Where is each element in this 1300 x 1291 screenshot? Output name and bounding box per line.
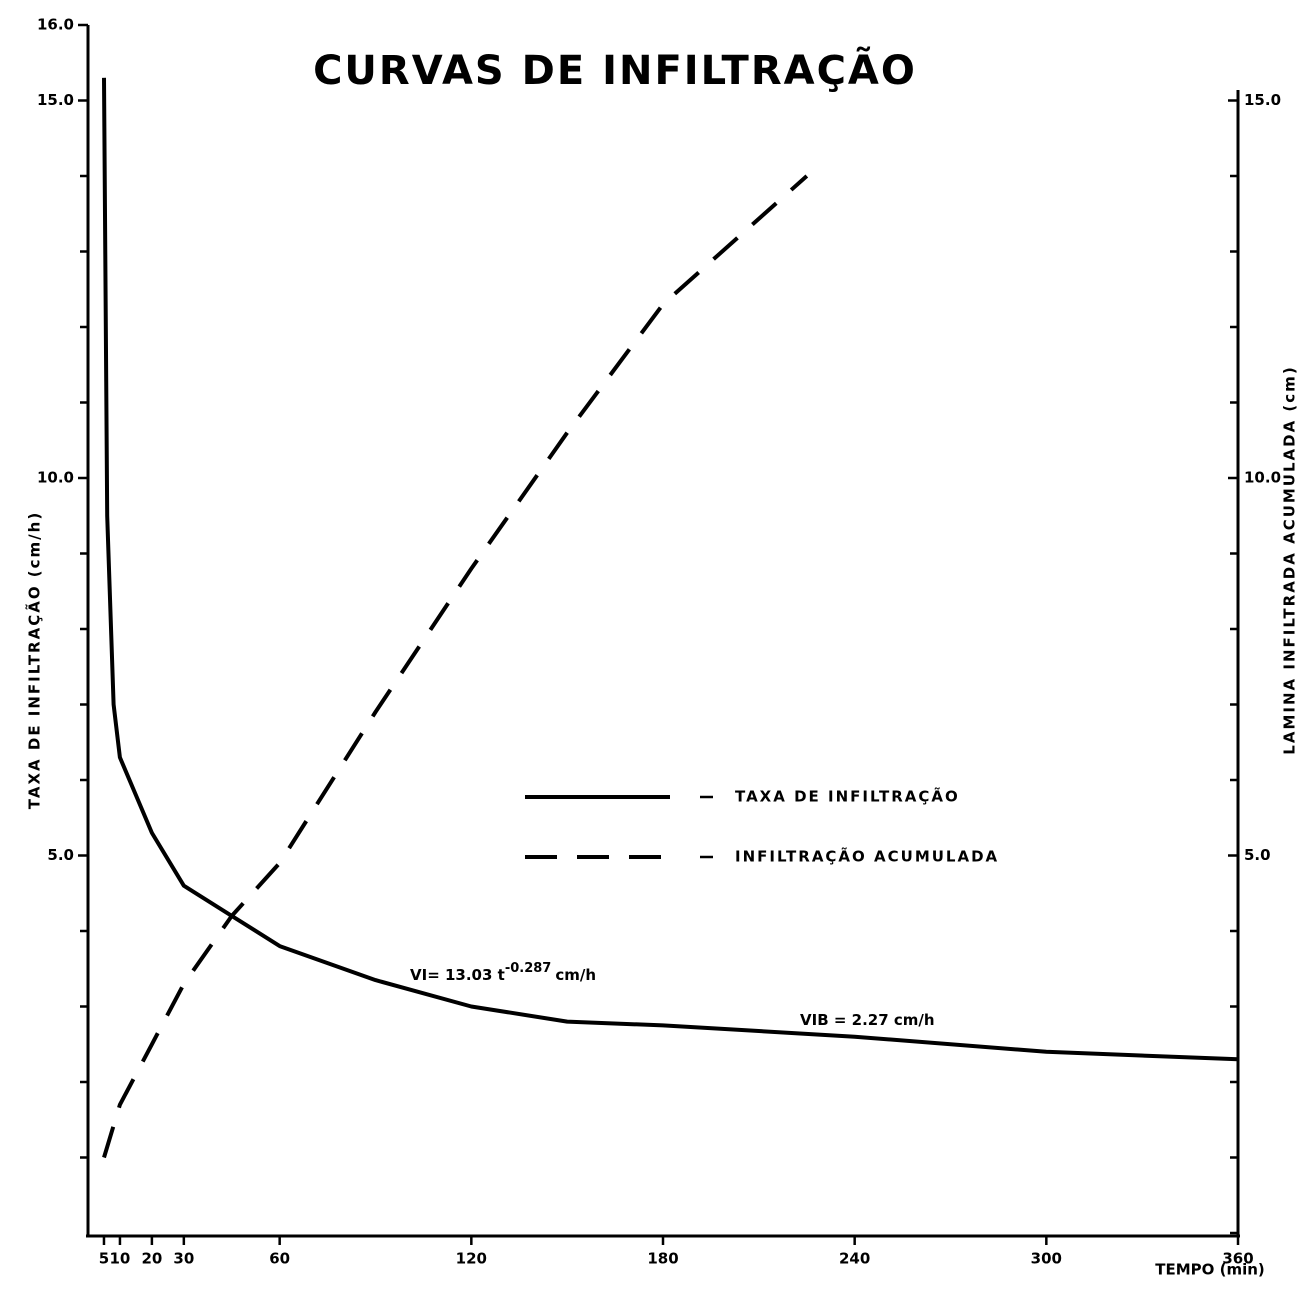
x-tick-label: 240 xyxy=(839,1250,870,1268)
series-line xyxy=(102,174,809,1159)
x-tick-label: 60 xyxy=(269,1250,290,1268)
y-axis-label: TAXA DE INFILTRAÇÃO (cm/h) xyxy=(25,511,44,809)
series-line xyxy=(102,77,1239,1062)
y2-tick-label: 15.0 xyxy=(1244,91,1281,109)
x-tick-label: 5 xyxy=(99,1250,109,1268)
y-tick-label: 10.0 xyxy=(37,469,74,487)
annotation-suffix: cm/h xyxy=(555,966,596,984)
x-tick-label: 120 xyxy=(456,1250,487,1268)
annotation-text: VIB = 2.27 cm/h xyxy=(800,1011,935,1029)
legend-label: INFILTRAÇÃO ACUMULADA xyxy=(735,847,999,866)
chart-title: CURVAS DE INFILTRAÇÃO xyxy=(313,45,917,94)
x-tick-label: 20 xyxy=(141,1250,162,1268)
y2-axis-label: LAMINA INFILTRADA ACUMULADA (cm) xyxy=(1281,365,1299,754)
annotation-text: VI= 13.03 t xyxy=(410,966,505,984)
y-tick-label: 16.0 xyxy=(37,16,74,34)
x-tick-label: 180 xyxy=(647,1250,678,1268)
annotation: VIB = 2.27 cm/h xyxy=(800,1011,935,1029)
y2-tick-label: 10.0 xyxy=(1244,469,1281,487)
annotation: VI= 13.03 t-0.287 cm/h xyxy=(410,961,596,984)
x-tick-label: 30 xyxy=(173,1250,194,1268)
x-tick-label: 10 xyxy=(110,1250,131,1268)
x-tick-label: 360 xyxy=(1222,1250,1253,1268)
y2-tick-label: 5.0 xyxy=(1244,846,1271,864)
y-tick-label: 15.0 xyxy=(37,91,74,109)
x-tick-label: 300 xyxy=(1031,1250,1062,1268)
y-tick-label: 5.0 xyxy=(47,846,74,864)
legend-label: TAXA DE INFILTRAÇÃO xyxy=(735,787,960,806)
x-axis-label: TEMPO (min) xyxy=(1155,1261,1265,1279)
annotation-superscript: -0.287 xyxy=(505,961,552,976)
